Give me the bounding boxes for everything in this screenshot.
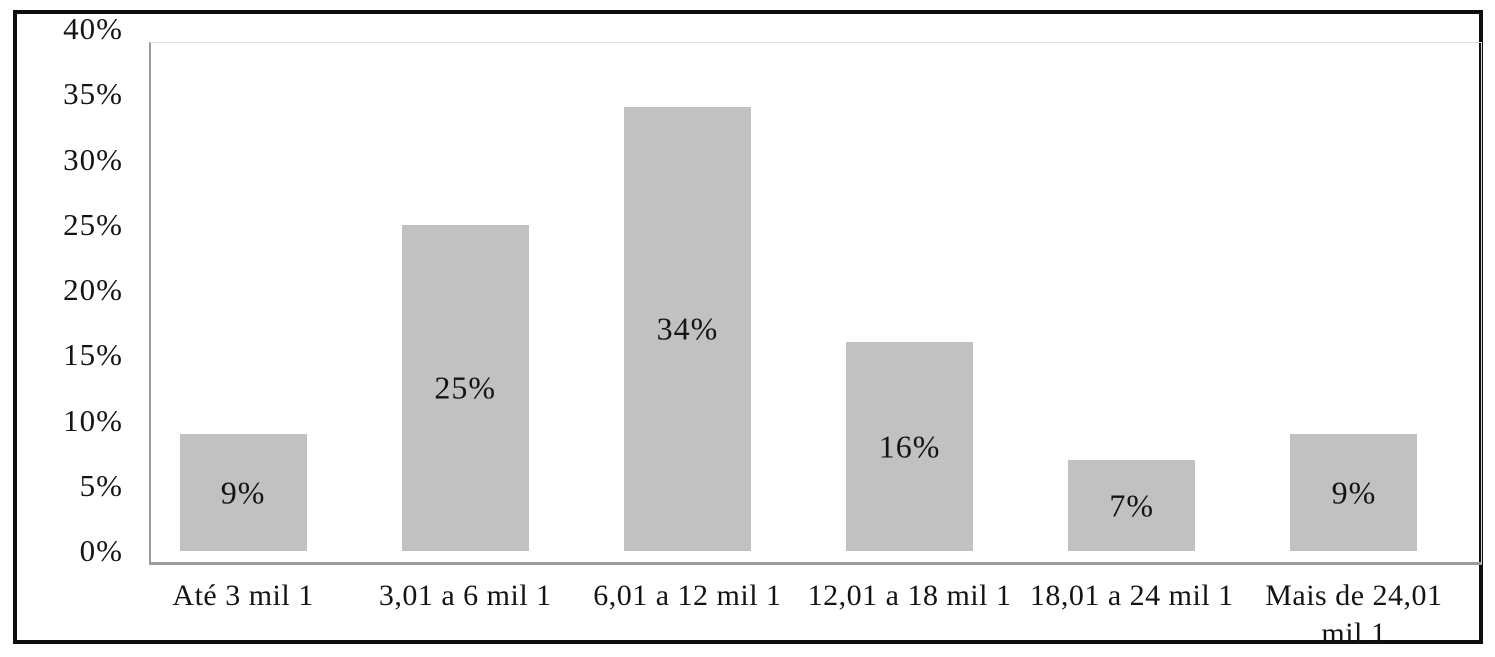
- x-axis-label-2: 6,01 a 12 mil 1: [593, 579, 782, 612]
- bar-4: 7%: [1068, 460, 1196, 551]
- x-axis-label-1: 3,01 a 6 mil 1: [378, 579, 552, 612]
- x-axis-label-0: Até 3 mil 1: [172, 579, 314, 612]
- y-axis-tick-25: 25%: [63, 206, 123, 242]
- bar-value-label-1: 25%: [434, 369, 497, 406]
- bar-3: 16%: [846, 342, 974, 551]
- y-axis-tick-10: 10%: [63, 402, 123, 438]
- x-axis-label-5: Mais de 24,01 mil 1: [1265, 579, 1443, 650]
- bar-value-label-0: 9%: [220, 474, 266, 510]
- bar-1: 25%: [401, 225, 529, 551]
- bar-5: 9%: [1290, 434, 1418, 551]
- y-axis-tick-30: 30%: [63, 141, 123, 177]
- y-axis-tick-40: 40%: [63, 11, 123, 46]
- y-axis-tick-0: 0%: [79, 533, 123, 568]
- bar-2: 34%: [623, 107, 751, 551]
- chart-frame: 9% 25% 34% 16% 7% 9% 0% 5% 10% 15% 20% 25% 30% 35% 40…: [13, 10, 1483, 650]
- x-axis-label-4: 18,01 a 24 mil 1: [1029, 579, 1234, 612]
- y-axis-tick-15: 15%: [63, 337, 123, 373]
- y-axis-tick-5: 5%: [79, 467, 123, 503]
- y-axis-tick-20: 20%: [63, 272, 123, 307]
- x-axis-label-3: 12,01 a 18 mil 1: [807, 579, 1012, 612]
- bar-value-label-2: 34%: [656, 310, 719, 347]
- plot-area: [149, 42, 1482, 565]
- bar-value-label-3: 16%: [878, 428, 941, 464]
- y-axis-tick-35: 35%: [63, 76, 123, 112]
- bar-value-label-4: 7%: [1109, 487, 1155, 523]
- bar-value-label-5: 9%: [1331, 474, 1377, 510]
- bar-0: 9%: [179, 434, 307, 551]
